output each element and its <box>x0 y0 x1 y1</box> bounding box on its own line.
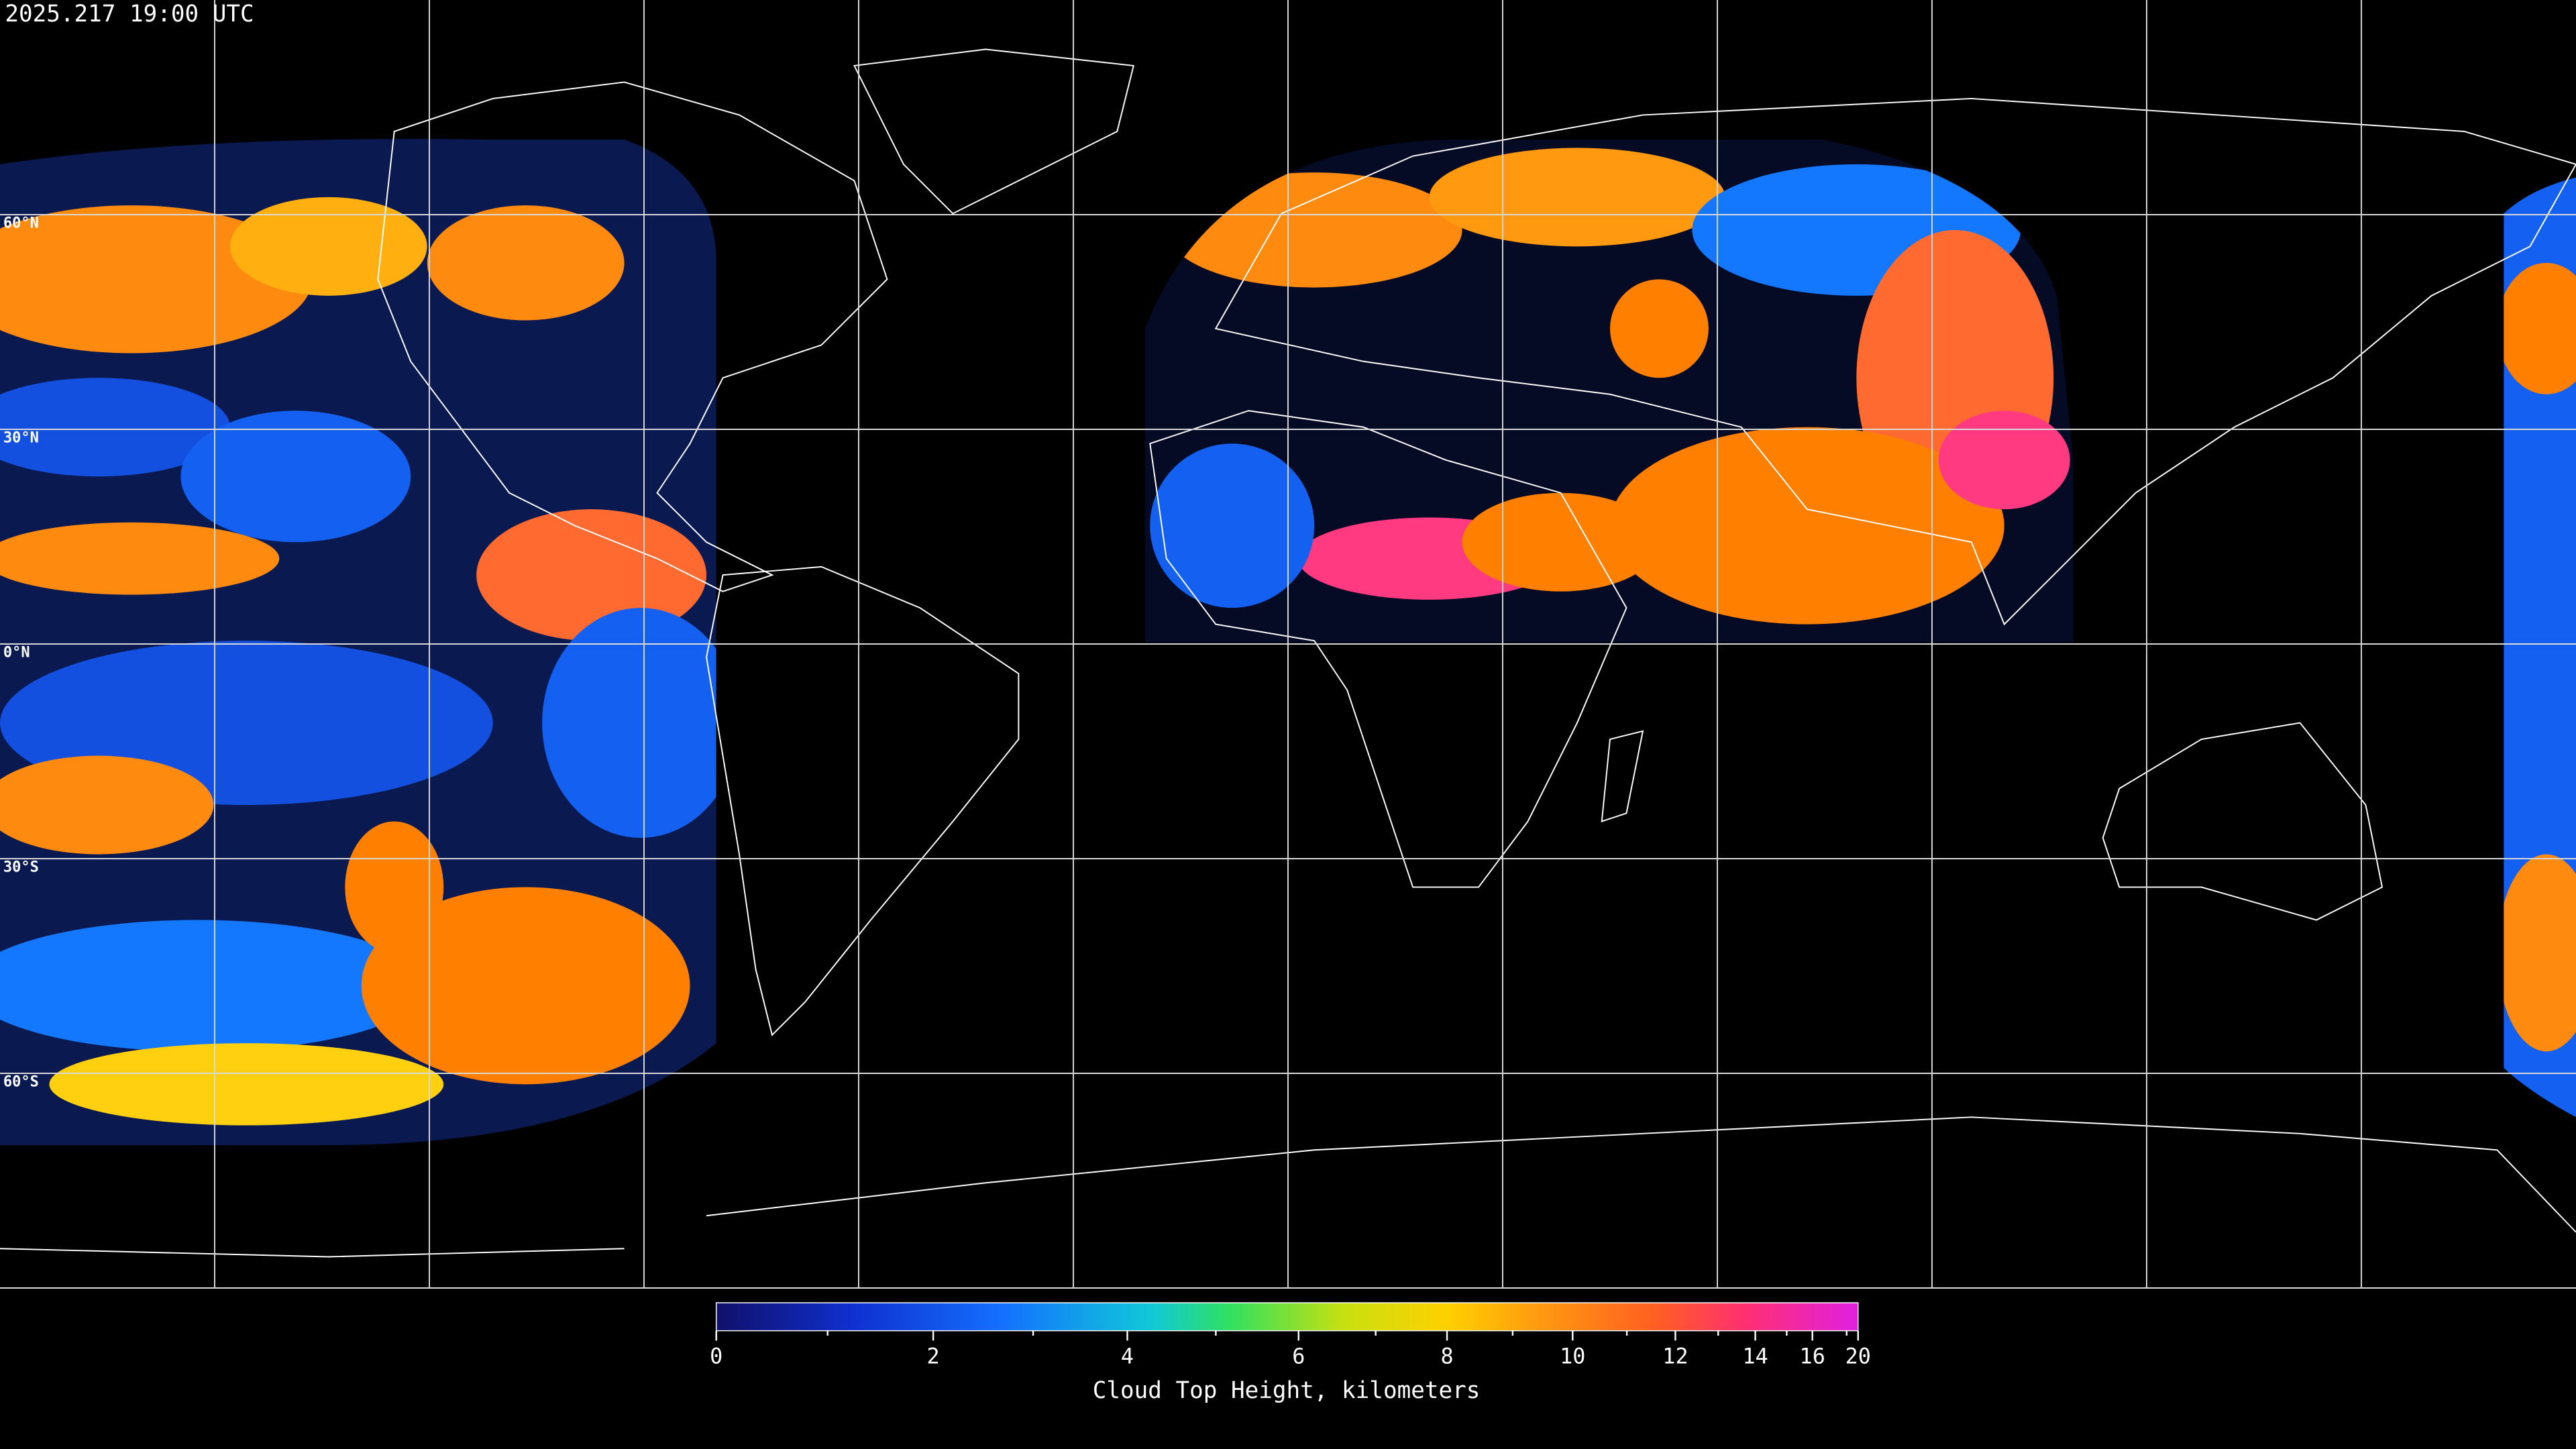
timestamp: 2025.217 19:00 UTC <box>5 1 254 28</box>
colorbar-tick-label: 12 <box>1662 1344 1688 1369</box>
colorbar-tick-label: 14 <box>1742 1344 1768 1369</box>
colorbar-tick-label: 20 <box>1845 1344 1871 1369</box>
latitude-label: 30°N <box>3 430 39 447</box>
colorbar-tick-label: 0 <box>710 1344 722 1369</box>
latitude-label: 30°S <box>3 859 39 876</box>
latitude-label: 0°N <box>3 645 30 661</box>
latitude-label: 60°S <box>3 1074 39 1091</box>
graticule-labels: 60°N 30°N 0°N 30°S 60°S <box>3 215 39 1091</box>
satellite-sector-central <box>1144 140 2074 643</box>
colorbar-tick-label: 4 <box>1121 1344 1134 1369</box>
colorbar-label: Cloud Top Height, kilometers <box>1093 1377 1481 1404</box>
colorbar-tick-label: 16 <box>1800 1344 1825 1369</box>
colorbar-tick-label: 6 <box>1292 1344 1305 1369</box>
colorbar-tick-label: 2 <box>927 1344 940 1369</box>
colorbar-tick-label: 10 <box>1560 1344 1585 1369</box>
colorbar: Cloud Top Height, kilometers 0 2 4 6 8 10 12 14… <box>710 1302 1871 1404</box>
graticule <box>0 0 2576 1289</box>
colorbar-ramp <box>716 1302 1859 1332</box>
satellite-sector-west <box>0 139 716 1145</box>
satellite-sector-east <box>2504 177 2576 1118</box>
latitude-label: 60°N <box>3 215 39 232</box>
colorbar-tick-label: 8 <box>1440 1344 1453 1369</box>
